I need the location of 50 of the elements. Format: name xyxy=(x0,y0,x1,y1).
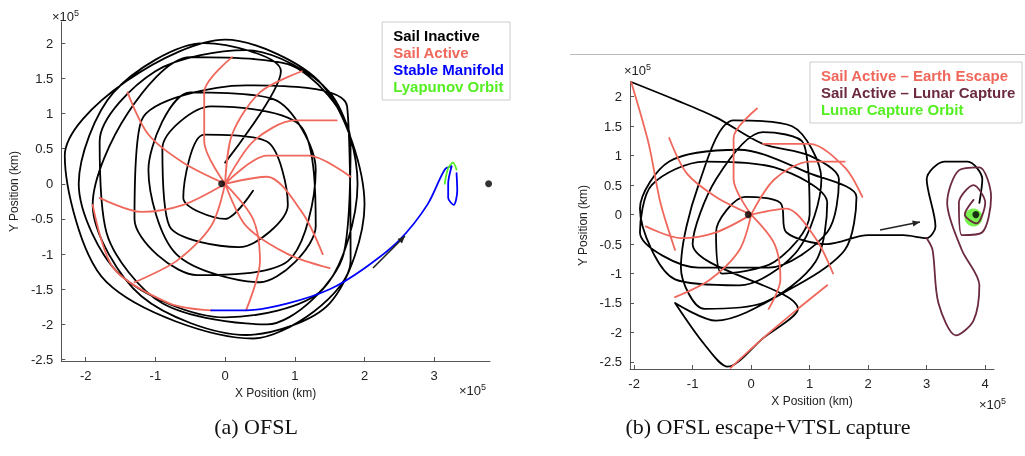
line-series xyxy=(63,38,366,340)
x-tick-label: -2 xyxy=(628,376,640,391)
y-tick-label: 2 xyxy=(46,35,54,51)
text: Stable Manifold xyxy=(393,61,505,78)
x-tick-label: 1 xyxy=(291,368,299,383)
x-tick-label: 2 xyxy=(360,368,369,383)
y-tick-label: -2 xyxy=(41,316,54,332)
y-tick-label: 1 xyxy=(614,148,622,164)
text: Sail Active – Earth Escape xyxy=(820,67,1008,84)
x-tick-label: 1 xyxy=(806,376,814,391)
x-tick-label: 3 xyxy=(430,368,438,383)
x-tick-label: 0 xyxy=(221,368,229,383)
y-tick-label: 1.5 xyxy=(35,70,54,86)
x-tick-label: 2 xyxy=(864,376,872,391)
y-tick-label: -0.5 xyxy=(30,211,54,227)
x-tick-label: 3 xyxy=(923,376,931,391)
x-tick-label: -1 xyxy=(686,376,699,391)
y-axis-title: Y Position (km) xyxy=(7,150,21,233)
y-tick-label: 0 xyxy=(614,207,622,223)
y-tick-label: 1 xyxy=(46,105,54,121)
y-tick-label: -2.5 xyxy=(30,352,54,368)
line-series xyxy=(925,166,992,337)
y-tick-label: 2 xyxy=(614,89,622,105)
y-tick-label: -1 xyxy=(41,246,54,262)
text: Lunar Capture Orbit xyxy=(820,101,964,118)
text: (b) OFSL escape+VTSL capture xyxy=(625,413,911,439)
text: (a) OFSL xyxy=(214,413,298,439)
x-tick-label: -1 xyxy=(149,368,162,383)
x-axis-title: X Position (km) xyxy=(234,385,317,400)
x-axis-title: X Position (km) xyxy=(771,393,853,408)
y-tick-label: -1.5 xyxy=(30,281,54,297)
y-tick-label: 0.5 xyxy=(603,177,622,193)
y-axis-title: Y Position (km) xyxy=(575,184,590,267)
y-tick-label: -2.5 xyxy=(599,354,622,370)
line-series xyxy=(210,165,459,312)
line-series xyxy=(443,161,458,185)
x-tick-label: -2 xyxy=(79,368,92,383)
text: Sail Active – Lunar Capture xyxy=(820,84,1016,101)
text: Sail Inactive xyxy=(393,27,480,44)
y-tick-label: -1 xyxy=(610,266,622,282)
y-tick-label: -1.5 xyxy=(599,295,622,311)
y-tick-label: 1.5 xyxy=(603,118,622,134)
text: Sail Active xyxy=(393,44,469,61)
y-tick-label: 0.5 xyxy=(35,141,54,157)
y-tick-label: -2 xyxy=(610,324,622,340)
text: Lyapunov Orbit xyxy=(393,78,504,95)
y-tick-label: -0.5 xyxy=(599,236,622,252)
x-tick-label: 0 xyxy=(747,376,755,391)
y-tick-label: 0 xyxy=(46,176,54,192)
x-tick-label: 4 xyxy=(981,376,989,391)
